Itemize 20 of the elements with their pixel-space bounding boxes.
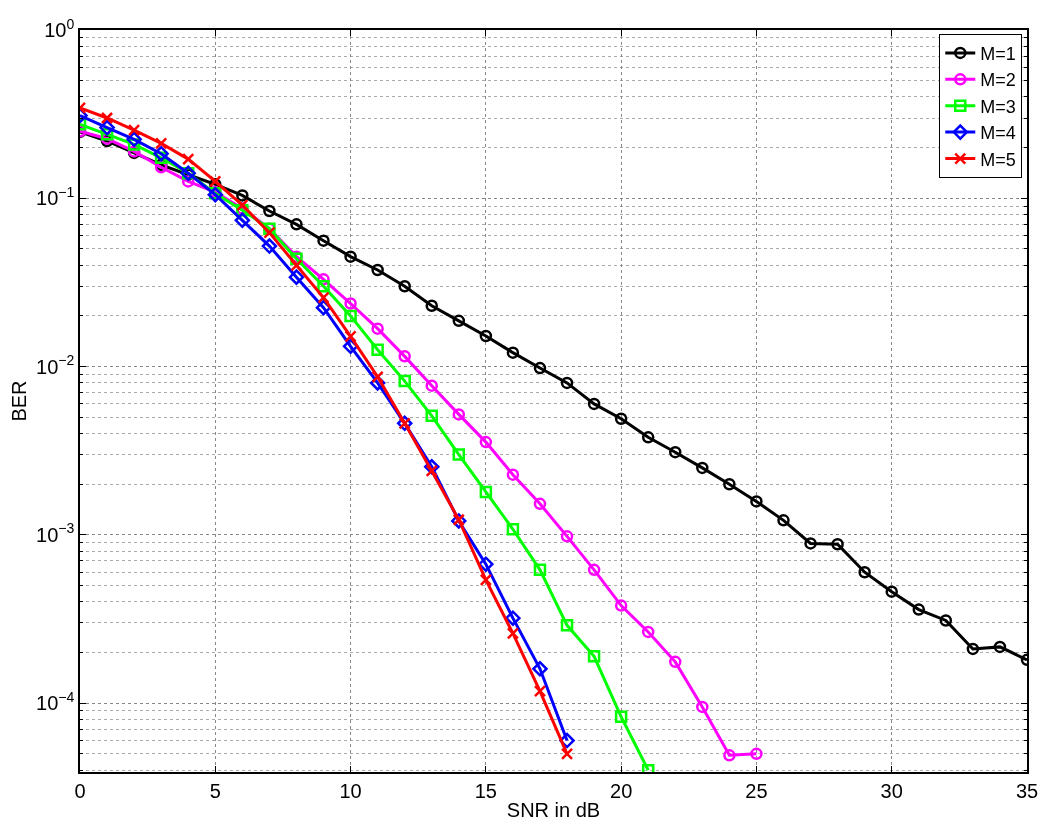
legend-label: M=5 bbox=[980, 149, 1016, 170]
x-axis-title: SNR in dB bbox=[506, 798, 601, 821]
legend-label: M=3 bbox=[980, 96, 1016, 117]
x-tick-label: 20 bbox=[610, 779, 633, 802]
y-tick-label: 10$^{−1}$ bbox=[36, 183, 75, 210]
x-tick-label: 15 bbox=[474, 779, 497, 802]
legend-label: M=2 bbox=[980, 70, 1016, 91]
x-tick-label: 10 bbox=[339, 779, 362, 802]
y-tick-label: 10$^{−2}$ bbox=[36, 352, 75, 378]
x-tick-label: 30 bbox=[880, 779, 903, 802]
y-axis-title: BER bbox=[8, 380, 31, 422]
x-tick-label: 25 bbox=[745, 779, 768, 802]
legend-label: M=4 bbox=[980, 123, 1016, 144]
y-tick-label: 10$^{−4}$ bbox=[36, 688, 75, 715]
y-tick-label: 10$^{−3}$ bbox=[36, 520, 75, 546]
x-tick-label: 5 bbox=[209, 779, 221, 802]
x-tick-label: 35 bbox=[1015, 779, 1039, 802]
legend-label: M=1 bbox=[980, 43, 1016, 64]
x-tick-label: 0 bbox=[74, 779, 86, 802]
y-tick-label: 10$^{0}$ bbox=[44, 15, 75, 41]
